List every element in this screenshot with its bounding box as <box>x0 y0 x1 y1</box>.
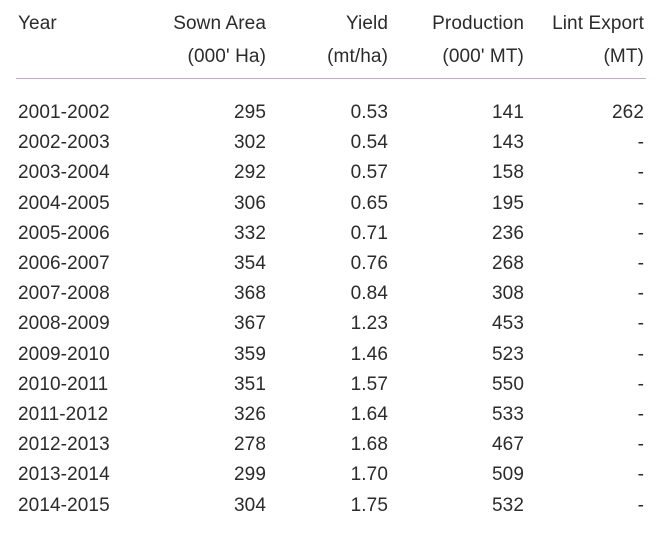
cell-production: 523 <box>491 344 524 365</box>
cell-year: 2003-2004 <box>18 162 110 183</box>
cell-year: 2011-2012 <box>18 404 109 425</box>
cell-year: 2002-2003 <box>18 132 110 153</box>
cell-production: 268 <box>491 253 524 274</box>
cell-sown-area: 306 <box>233 193 266 214</box>
cell-yield: 1.23 <box>350 313 388 334</box>
header-lint-export-unit: (MT) <box>603 46 644 67</box>
cell-production: 236 <box>491 223 524 244</box>
cell-year: 2006-2007 <box>18 253 110 274</box>
header-yield: Yield <box>345 13 388 34</box>
cell-sown-area: 302 <box>233 132 266 153</box>
cell-lint-export: - <box>637 313 644 334</box>
header-year: Year <box>18 13 57 34</box>
cell-year: 2001-2002 <box>18 102 110 123</box>
header-production-unit: (000' MT) <box>442 46 524 67</box>
cell-production: 143 <box>491 132 524 153</box>
cell-sown-area: 299 <box>233 464 266 485</box>
cell-year: 2008-2009 <box>18 313 110 334</box>
cell-sown-area: 304 <box>233 495 266 516</box>
cell-year: 2009-2010 <box>18 344 110 365</box>
cell-production: 195 <box>491 193 524 214</box>
cell-lint-export: - <box>637 434 644 455</box>
header-sown-area: Sown Area <box>173 13 266 34</box>
cell-year: 2012-2013 <box>18 434 110 455</box>
cell-yield: 1.57 <box>350 374 388 395</box>
cell-production: 509 <box>491 464 524 485</box>
cell-yield: 1.68 <box>350 434 388 455</box>
cell-production: 141 <box>491 102 524 123</box>
cell-year: 2005-2006 <box>18 223 110 244</box>
cell-year: 2007-2008 <box>18 283 110 304</box>
cell-lint-export: - <box>637 132 644 153</box>
cell-yield: 0.65 <box>350 193 388 214</box>
header-yield-unit: (mt/ha) <box>327 46 388 67</box>
cell-lint-export: - <box>637 283 644 304</box>
cell-yield: 1.75 <box>350 495 388 516</box>
cell-lint-export: - <box>637 162 644 183</box>
cell-production: 550 <box>491 374 524 395</box>
cell-sown-area: 354 <box>233 253 266 274</box>
cell-yield: 0.53 <box>350 102 388 123</box>
cell-sown-area: 368 <box>233 283 266 304</box>
cell-sown-area: 278 <box>233 434 266 455</box>
cell-yield: 1.70 <box>350 464 388 485</box>
cell-lint-export: 262 <box>611 102 644 123</box>
header-lint-export: Lint Export <box>552 13 644 34</box>
cell-yield: 0.54 <box>350 132 388 153</box>
cell-production: 158 <box>491 162 524 183</box>
cell-sown-area: 351 <box>233 374 266 395</box>
cell-production: 532 <box>491 495 524 516</box>
cell-yield: 0.71 <box>350 223 388 244</box>
cell-yield: 0.76 <box>350 253 388 274</box>
cell-lint-export: - <box>637 253 644 274</box>
cell-sown-area: 326 <box>233 404 266 425</box>
cell-year: 2010-2011 <box>18 374 109 395</box>
cell-year: 2004-2005 <box>18 193 110 214</box>
cell-production: 308 <box>491 283 524 304</box>
cell-sown-area: 359 <box>233 344 266 365</box>
header-divider <box>16 78 646 79</box>
cell-yield: 0.84 <box>350 283 388 304</box>
cell-sown-area: 292 <box>233 162 266 183</box>
cell-lint-export: - <box>637 193 644 214</box>
cell-production: 453 <box>491 313 524 334</box>
cell-lint-export: - <box>637 495 644 516</box>
cell-sown-area: 367 <box>233 313 266 334</box>
cell-lint-export: - <box>637 344 644 365</box>
cell-production: 533 <box>491 404 524 425</box>
cell-lint-export: - <box>637 404 644 425</box>
cell-yield: 1.46 <box>350 344 388 365</box>
cell-sown-area: 332 <box>233 223 266 244</box>
cell-lint-export: - <box>637 374 644 395</box>
cell-yield: 1.64 <box>350 404 388 425</box>
cell-year: 2013-2014 <box>18 464 110 485</box>
cell-sown-area: 295 <box>233 102 266 123</box>
header-production: Production <box>432 13 524 34</box>
cell-production: 467 <box>491 434 524 455</box>
cell-year: 2014-2015 <box>18 495 110 516</box>
cell-yield: 0.57 <box>350 162 388 183</box>
cell-lint-export: - <box>637 223 644 244</box>
header-sown-area-unit: (000' Ha) <box>187 46 266 67</box>
cell-lint-export: - <box>637 464 644 485</box>
